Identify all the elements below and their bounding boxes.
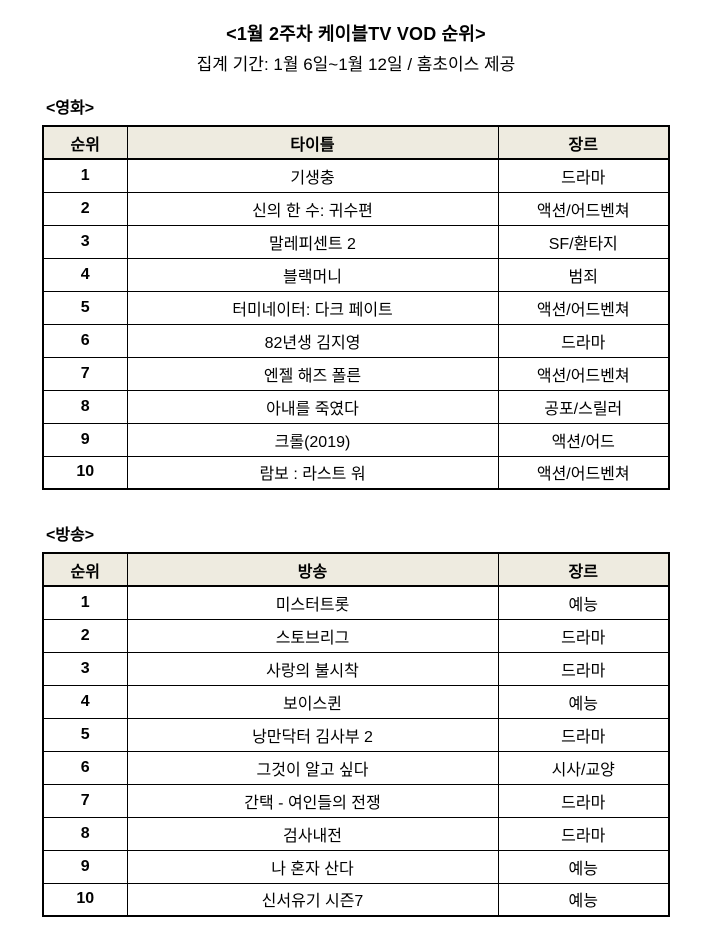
table-row: 1 기생충 드라마 xyxy=(42,158,670,193)
genre-cell: 액션/어드벤쳐 xyxy=(497,290,670,325)
genre-cell: 액션/어드벤쳐 xyxy=(497,191,670,226)
rank-cell: 9 xyxy=(42,849,128,884)
title-cell: 신의 한 수: 귀수편 xyxy=(126,191,499,226)
table-row: 5 낭만닥터 김사부 2 드라마 xyxy=(42,717,670,752)
page-subtitle: 집계 기간: 1월 6일~1월 12일 / 홈초이스 제공 xyxy=(196,55,516,74)
rank-cell: 4 xyxy=(42,257,128,292)
rank-cell: 7 xyxy=(42,356,128,391)
movies-table-header-row: 순위 타이틀 장르 xyxy=(42,125,670,160)
rank-cell: 3 xyxy=(42,224,128,259)
rank-cell: 4 xyxy=(42,684,128,719)
table-row: 4 블랙머니 범죄 xyxy=(42,257,670,292)
genre-cell: 시사/교양 xyxy=(497,750,670,785)
column-header-genre: 장르 xyxy=(497,552,670,587)
title-cell: 보이스퀸 xyxy=(126,684,499,719)
title-cell: 블랙머니 xyxy=(126,257,499,292)
genre-cell: 액션/어드벤쳐 xyxy=(497,356,670,391)
title-cell: 터미네이터: 다크 페이트 xyxy=(126,290,499,325)
table-row: 8 검사내전 드라마 xyxy=(42,816,670,851)
table-row: 8 아내를 죽였다 공포/스릴러 xyxy=(42,389,670,424)
genre-cell: 드라마 xyxy=(497,618,670,653)
table-row: 2 신의 한 수: 귀수편 액션/어드벤쳐 xyxy=(42,191,670,226)
table-row: 6 그것이 알고 싶다 시사/교양 xyxy=(42,750,670,785)
table-row: 5 터미네이터: 다크 페이트 액션/어드벤쳐 xyxy=(42,290,670,325)
movies-section-label: <영화> xyxy=(46,100,95,117)
genre-cell: 드라마 xyxy=(497,651,670,686)
genre-cell: 범죄 xyxy=(497,257,670,292)
page-title: <1월 2주차 케이블TV VOD 순위> xyxy=(226,24,486,44)
genre-cell: 예능 xyxy=(497,849,670,884)
genre-cell: 예능 xyxy=(497,882,670,917)
title-cell: 말레피센트 2 xyxy=(126,224,499,259)
title-cell: 검사내전 xyxy=(126,816,499,851)
rank-cell: 8 xyxy=(42,389,128,424)
broadcast-table: 순위 방송 장르 1 미스터트롯 예능 2 스토브리그 드라마 3 사랑의 불시착 드라마 4 보이… xyxy=(42,552,670,917)
title-cell: 람보 : 라스트 워 xyxy=(126,455,499,490)
title-cell: 기생충 xyxy=(126,158,499,193)
genre-cell: 액션/어드벤쳐 xyxy=(497,455,670,490)
broadcast-table-header-row: 순위 방송 장르 xyxy=(42,552,670,587)
table-row: 10 람보 : 라스트 워 액션/어드벤쳐 xyxy=(42,455,670,490)
rank-cell: 3 xyxy=(42,651,128,686)
title-cell: 낭만닥터 김사부 2 xyxy=(126,717,499,752)
title-cell: 미스터트롯 xyxy=(126,585,499,620)
rank-cell: 10 xyxy=(42,455,128,490)
genre-cell: 예능 xyxy=(497,684,670,719)
rank-cell: 7 xyxy=(42,783,128,818)
movies-table: 순위 타이틀 장르 1 기생충 드라마 2 신의 한 수: 귀수편 액션/어드벤쳐 3 말레피… xyxy=(42,125,670,490)
title-cell: 신서유기 시즌7 xyxy=(126,882,499,917)
rank-cell: 6 xyxy=(42,323,128,358)
title-cell: 아내를 죽였다 xyxy=(126,389,499,424)
rank-cell: 10 xyxy=(42,882,128,917)
rank-cell: 9 xyxy=(42,422,128,457)
genre-cell: 드라마 xyxy=(497,323,670,358)
title-cell: 그것이 알고 싶다 xyxy=(126,750,499,785)
rank-cell: 5 xyxy=(42,717,128,752)
rank-cell: 2 xyxy=(42,618,128,653)
genre-cell: 드라마 xyxy=(497,783,670,818)
genre-cell: 예능 xyxy=(497,585,670,620)
genre-cell: 공포/스릴러 xyxy=(497,389,670,424)
table-row: 2 스토브리그 드라마 xyxy=(42,618,670,653)
title-cell: 스토브리그 xyxy=(126,618,499,653)
genre-cell: 드라마 xyxy=(497,158,670,193)
title-cell: 간택 - 여인들의 전쟁 xyxy=(126,783,499,818)
title-cell: 크롤(2019) xyxy=(126,422,499,457)
table-row: 1 미스터트롯 예능 xyxy=(42,585,670,620)
rank-cell: 1 xyxy=(42,585,128,620)
title-cell: 82년생 김지영 xyxy=(126,323,499,358)
table-row: 9 크롤(2019) 액션/어드 xyxy=(42,422,670,457)
table-row: 6 82년생 김지영 드라마 xyxy=(42,323,670,358)
broadcast-section-label: <방송> xyxy=(46,527,95,544)
column-header-title: 타이틀 xyxy=(126,125,499,160)
column-header-genre: 장르 xyxy=(497,125,670,160)
rank-cell: 6 xyxy=(42,750,128,785)
rank-cell: 5 xyxy=(42,290,128,325)
table-row: 7 엔젤 해즈 폴른 액션/어드벤쳐 xyxy=(42,356,670,391)
genre-cell: SF/환타지 xyxy=(497,224,670,259)
table-row: 4 보이스퀸 예능 xyxy=(42,684,670,719)
table-row: 3 말레피센트 2 SF/환타지 xyxy=(42,224,670,259)
table-row: 10 신서유기 시즌7 예능 xyxy=(42,882,670,917)
genre-cell: 액션/어드 xyxy=(497,422,670,457)
rank-cell: 1 xyxy=(42,158,128,193)
genre-cell: 드라마 xyxy=(497,816,670,851)
rank-cell: 2 xyxy=(42,191,128,226)
title-cell: 나 혼자 산다 xyxy=(126,849,499,884)
table-row: 7 간택 - 여인들의 전쟁 드라마 xyxy=(42,783,670,818)
column-header-rank: 순위 xyxy=(42,125,128,160)
column-header-rank: 순위 xyxy=(42,552,128,587)
title-cell: 사랑의 불시착 xyxy=(126,651,499,686)
rank-cell: 8 xyxy=(42,816,128,851)
column-header-title: 방송 xyxy=(126,552,499,587)
table-row: 3 사랑의 불시착 드라마 xyxy=(42,651,670,686)
title-cell: 엔젤 해즈 폴른 xyxy=(126,356,499,391)
genre-cell: 드라마 xyxy=(497,717,670,752)
